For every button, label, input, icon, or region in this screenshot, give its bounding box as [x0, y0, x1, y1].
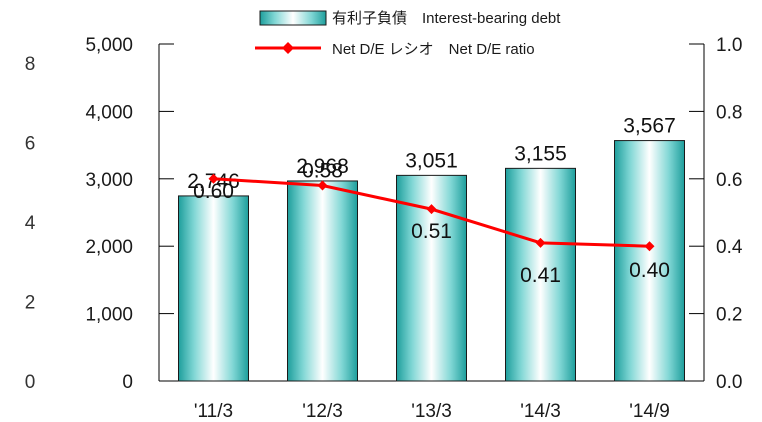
outer-tick-label: 2 [25, 293, 36, 314]
bar [614, 140, 685, 382]
left-tick-label: 3,000 [85, 170, 133, 191]
x-tick-label: '14/9 [629, 401, 670, 422]
ratio-value-label: 0.40 [629, 259, 670, 282]
left-tick-label: 1,000 [85, 305, 133, 326]
right-tick-label: 0.8 [716, 102, 742, 123]
bar-value-label: 2,968 [296, 155, 349, 178]
outer-tick-label: 6 [25, 134, 36, 155]
left-tick-label: 5,000 [85, 35, 133, 56]
left-tick-label: 4,000 [85, 102, 133, 123]
x-tick-label: '12/3 [302, 401, 343, 422]
legend-bar-swatch [259, 10, 327, 26]
bar [178, 195, 249, 382]
left-axis-ticks: 0 1,000 2,000 3,000 4,000 5,000 [85, 35, 174, 393]
legend-line-marker [282, 42, 294, 54]
ratio-value-label: 0.60 [193, 180, 234, 203]
bar [505, 167, 576, 382]
bar [287, 180, 358, 382]
legend-bar-label: 有利子負債 Interest-bearing debt [332, 10, 561, 27]
ratio-point [535, 237, 546, 248]
outer-tick-label: 8 [25, 54, 36, 75]
ratio-value-label: 0.51 [411, 220, 452, 243]
right-axis-ticks: 0.0 0.2 0.4 0.6 0.8 1.0 [689, 35, 743, 393]
outer-axis-ticks: 0 2 4 6 8 [25, 54, 36, 393]
ratio-value-label: 0.58 [302, 160, 343, 183]
legend-line-label: Net D/E レシオ Net D/E ratio [332, 41, 535, 58]
ratio-point [208, 173, 219, 184]
x-tick-label: '13/3 [411, 401, 452, 422]
left-tick-label: 0 [122, 372, 133, 393]
bar-series [178, 140, 685, 382]
right-tick-label: 0.6 [716, 170, 742, 191]
right-tick-label: 1.0 [716, 35, 742, 56]
outer-tick-label: 0 [25, 372, 36, 393]
bar-value-label: 3,051 [405, 149, 458, 172]
legend: 有利子負債 Interest-bearing debt Net D/E レシオ … [255, 10, 561, 58]
ratio-value-labels: 0.60 0.58 0.51 0.41 0.40 [193, 160, 670, 287]
ratio-value-label: 0.41 [520, 264, 561, 287]
right-tick-label: 0.0 [716, 372, 742, 393]
x-tick-label: '14/3 [520, 401, 561, 422]
ratio-point [426, 204, 437, 215]
x-axis-labels: '11/3 '12/3 '13/3 '14/3 '14/9 [194, 401, 670, 422]
ratio-point [317, 180, 328, 191]
right-tick-label: 0.4 [716, 237, 743, 258]
outer-tick-label: 4 [25, 213, 36, 234]
left-tick-label: 2,000 [85, 237, 133, 258]
ratio-point [644, 241, 655, 252]
bar-value-label: 3,155 [514, 142, 567, 165]
x-tick-label: '11/3 [194, 401, 233, 422]
ratio-line-series [208, 173, 655, 252]
bar-value-label: 3,567 [623, 115, 676, 138]
right-tick-label: 0.2 [716, 305, 742, 326]
